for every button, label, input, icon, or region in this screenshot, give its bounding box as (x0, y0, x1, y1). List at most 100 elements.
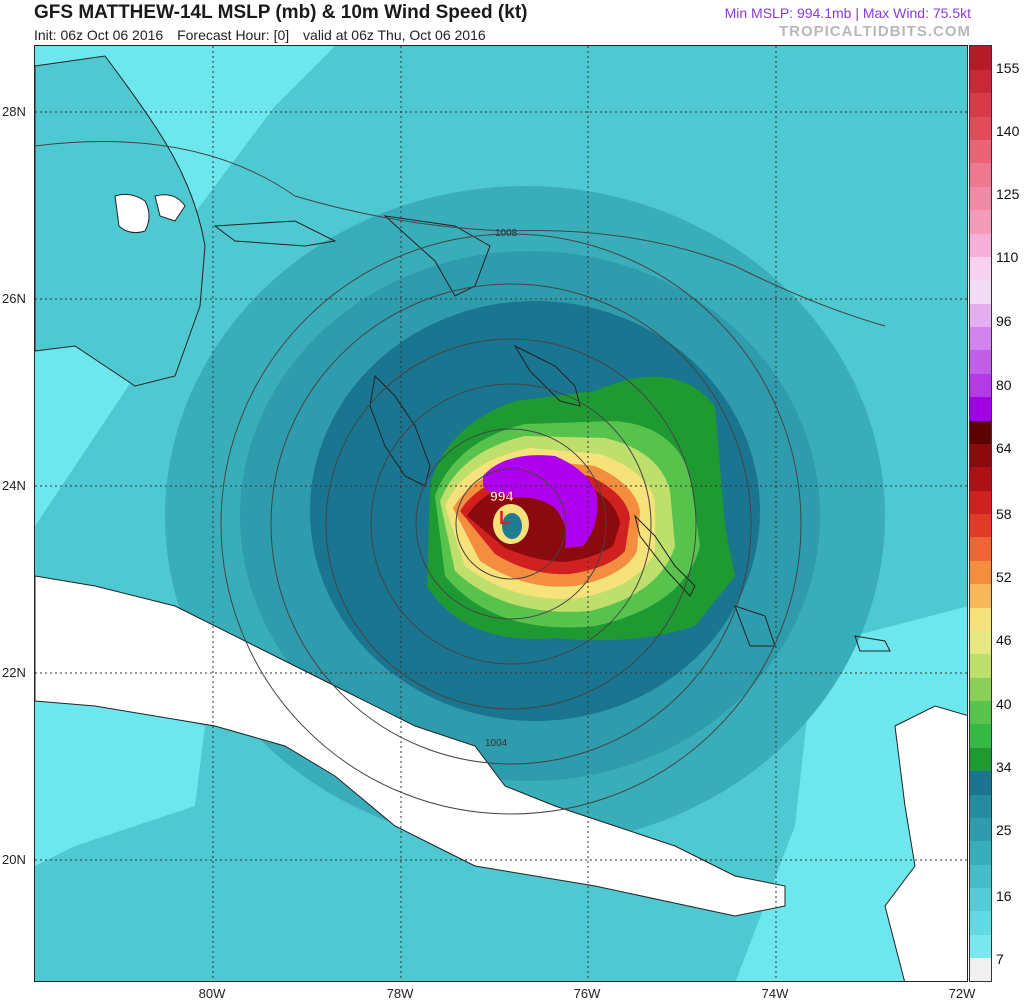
init-time: Init: 06z Oct 06 2016 (34, 27, 164, 43)
colorbar-swatch (970, 560, 991, 585)
colorbar-swatch (970, 420, 991, 444)
grand-bahama (213, 220, 337, 247)
colorbar-swatch (970, 747, 991, 772)
colorbar-label: 46 (996, 632, 1012, 648)
colorbar-swatch (970, 69, 991, 94)
colorbar-label: 96 (996, 313, 1012, 329)
low-pressure-center: L (499, 508, 510, 528)
colorbar-label: 34 (996, 759, 1012, 775)
lon-label-78w: 78W (386, 986, 414, 1001)
lat-label-20n: 20N (2, 852, 26, 867)
colorbar-label: 7 (996, 951, 1004, 967)
isobars (35, 141, 886, 815)
init-line: Init: 06z Oct 06 2016 Forecast Hour: [0]… (34, 27, 496, 43)
long-island (634, 514, 696, 597)
graticule (35, 46, 967, 981)
florida-island (154, 194, 186, 222)
colorbar-swatch (970, 186, 991, 211)
isobar (35, 141, 506, 232)
colorbar-swatch (970, 116, 991, 140)
colorbar-label: 16 (996, 888, 1012, 904)
colorbar-swatch (970, 92, 991, 117)
colorbar-swatch (970, 139, 991, 164)
colorbar-swatch (970, 840, 991, 865)
colorbar-swatch (970, 490, 991, 514)
lon-label-74w: 74W (761, 986, 789, 1001)
colorbar-swatch (970, 864, 991, 888)
colorbar-label: 80 (996, 377, 1012, 393)
colorbar-label: 25 (996, 822, 1012, 838)
colorbar-swatch (970, 233, 991, 257)
colorbar-swatch (970, 256, 991, 281)
brand-watermark: TROPICALTIDBITS.COM (778, 23, 971, 40)
colorbar-label: 110 (996, 249, 1019, 265)
colorbar-swatch (970, 910, 991, 935)
colorbar-label: 125 (996, 186, 1020, 202)
isobar (455, 468, 567, 580)
lat-label-26n: 26N (2, 291, 26, 306)
colorbar-swatch (970, 794, 991, 818)
lon-label-80w: 80W (198, 986, 226, 1001)
colorbar-label: 52 (996, 569, 1012, 585)
storm-stats: Min MSLP: 994.1mb | Max Wind: 75.5kt (724, 5, 971, 21)
isobar (415, 428, 607, 620)
colorbar-swatch (970, 209, 991, 234)
abaco (383, 215, 491, 297)
colorbar-label: 140 (996, 123, 1020, 139)
colorbar-swatch (970, 630, 991, 655)
map-title: GFS MATTHEW-14L MSLP (mb) & 10m Wind Spe… (34, 2, 528, 23)
colorbar-swatch (970, 396, 991, 421)
colorbar-swatch (970, 934, 991, 959)
colorbar-swatch (970, 700, 991, 725)
colorbar-swatch (970, 466, 991, 491)
map-canvas: 1008 1004 994 L (35, 46, 967, 981)
colorbar-swatch (970, 723, 991, 748)
colorbar-swatch (970, 349, 991, 374)
min-pressure-label: 994 (490, 488, 514, 504)
cuba (35, 575, 786, 917)
lat-label-24n: 24N (2, 478, 26, 493)
caicos-island (854, 635, 891, 652)
colorbar-label: 58 (996, 506, 1012, 522)
weather-map: 1008 1004 994 L (34, 45, 968, 982)
colorbar-swatch (970, 443, 991, 468)
colorbar-swatch (970, 326, 991, 351)
colorbar-label: 40 (996, 696, 1012, 712)
lon-label-76w: 76W (573, 986, 601, 1001)
colorbar-swatch (970, 887, 991, 912)
isobar (220, 233, 802, 815)
colorbar-swatch (970, 583, 991, 608)
hurricane-wind-core (483, 455, 598, 548)
colorbar-swatch (970, 817, 991, 842)
colorbar-swatch (970, 513, 991, 538)
colorbar-swatch (970, 536, 991, 561)
storm-eye (502, 513, 522, 539)
lat-label-22n: 22N (2, 665, 26, 680)
colorbar-label: 155 (996, 60, 1020, 76)
eleuthera (513, 344, 581, 407)
colorbar-swatch (970, 373, 991, 398)
land (35, 55, 967, 981)
isobar (370, 383, 652, 665)
colorbar-swatch (970, 770, 991, 795)
colorbar-swatch (970, 957, 991, 981)
isobar-label-1004: 1004 (485, 738, 508, 749)
hispaniola (884, 705, 967, 981)
wind-field (165, 186, 885, 846)
colorbar-swatch (970, 607, 991, 631)
lon-label-72w: 72W (948, 986, 976, 1001)
colorbar-swatch (970, 46, 991, 70)
isobar (325, 338, 697, 710)
colorbar-label: 64 (996, 440, 1012, 456)
colorbar-swatch (970, 677, 991, 701)
lake-okeechobee (114, 193, 150, 234)
weak-wind-area (35, 686, 205, 866)
isobar (504, 229, 886, 327)
colorbar-swatch (970, 279, 991, 304)
colorbar-swatch (970, 303, 991, 327)
isobar (270, 283, 752, 765)
wind-colorbar (969, 45, 992, 982)
acklins-island (734, 605, 776, 647)
valid-time: valid at 06z Thu, Oct 06 2016 (303, 27, 486, 43)
colorbar-swatch (970, 162, 991, 187)
